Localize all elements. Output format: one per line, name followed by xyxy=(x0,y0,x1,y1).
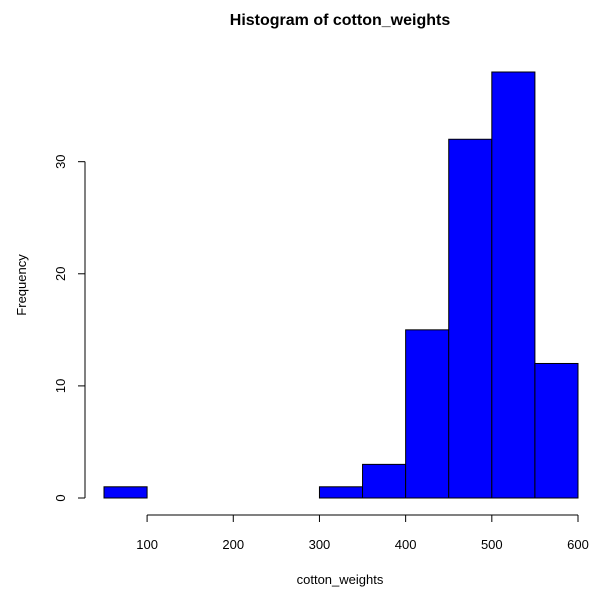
y-tick-label: 0 xyxy=(53,494,68,501)
histogram-bar xyxy=(448,138,493,499)
x-tick-label: 600 xyxy=(567,537,589,552)
x-axis: 100 200 300 400 500 600 xyxy=(136,514,589,552)
histogram-bar xyxy=(405,329,450,499)
y-axis-label: Frequency xyxy=(14,254,29,316)
x-tick-label: 200 xyxy=(222,537,244,552)
chart-title: Histogram of cotton_weights xyxy=(230,12,451,29)
x-tick-label: 400 xyxy=(395,537,417,552)
histogram-bar xyxy=(103,486,148,499)
x-tick-label: 500 xyxy=(481,537,503,552)
y-tick-label: 20 xyxy=(53,267,68,281)
histogram-bar xyxy=(534,362,579,499)
bars-group xyxy=(103,71,579,499)
y-tick-label: 30 xyxy=(53,154,68,168)
y-axis: 0 10 20 30 xyxy=(53,154,86,502)
y-tick-label: 10 xyxy=(53,379,68,393)
histogram-bar xyxy=(362,463,407,499)
x-tick-label: 300 xyxy=(309,537,331,552)
x-axis-label: cotton_weights xyxy=(297,572,384,587)
histogram-bar xyxy=(491,71,536,499)
x-tick-label: 100 xyxy=(136,537,158,552)
histogram-bar xyxy=(318,486,364,499)
